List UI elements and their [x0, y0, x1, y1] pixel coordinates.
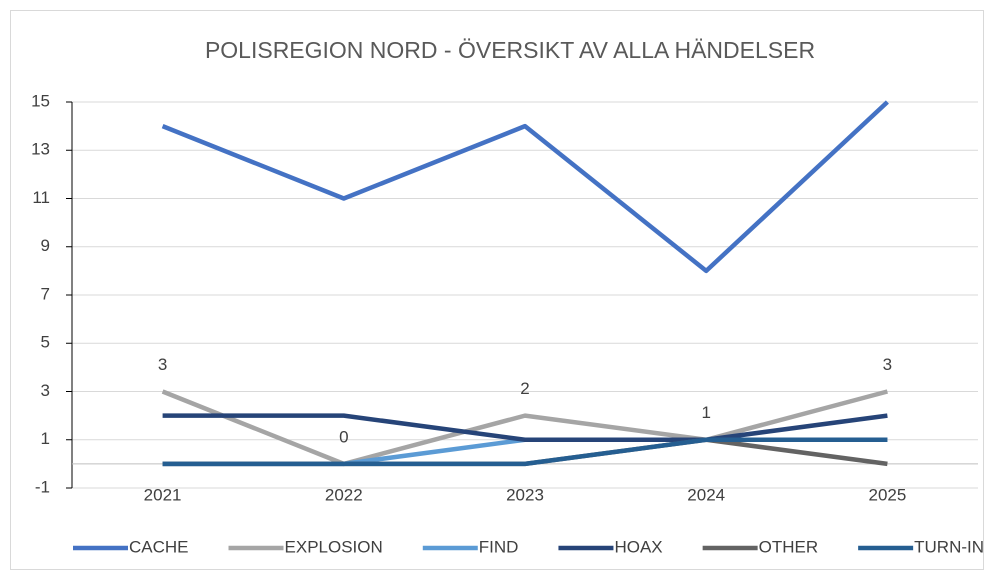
legend-label: CACHE [129, 537, 189, 556]
chart-frame [10, 10, 984, 570]
y-tick-label: 13 [31, 140, 50, 159]
x-tick-label: 2024 [687, 485, 725, 504]
y-tick-label: 1 [41, 429, 50, 448]
data-label: 2 [520, 379, 529, 398]
legend-label: HOAX [614, 537, 662, 556]
legend-label: TURN-IN [914, 537, 984, 556]
y-tick-label: 7 [41, 284, 50, 303]
data-label: 3 [158, 355, 167, 374]
data-label: 1 [701, 403, 710, 422]
legend-label: EXPLOSION [285, 537, 383, 556]
chart-title: POLISREGION NORD - ÖVERSIKT AV ALLA HÄND… [205, 37, 815, 63]
y-tick-label: 3 [41, 381, 50, 400]
x-tick-label: 2022 [325, 485, 363, 504]
y-tick-label: 11 [32, 188, 50, 207]
legend-label: OTHER [759, 537, 819, 556]
series-line [161, 100, 889, 274]
data-label: 0 [339, 427, 348, 446]
x-tick-label: 2021 [144, 485, 182, 504]
y-tick-label: -1 [35, 477, 50, 496]
x-tick-label: 2025 [868, 485, 906, 504]
series-line [162, 413, 888, 442]
data-label: 3 [883, 355, 892, 374]
series-line [161, 389, 888, 467]
y-tick-label: 5 [41, 333, 50, 352]
y-tick-label: 15 [31, 91, 50, 110]
legend-label: FIND [479, 537, 519, 556]
series-line [162, 437, 888, 467]
x-tick-label: 2023 [506, 485, 544, 504]
y-tick-label: 9 [41, 236, 50, 255]
